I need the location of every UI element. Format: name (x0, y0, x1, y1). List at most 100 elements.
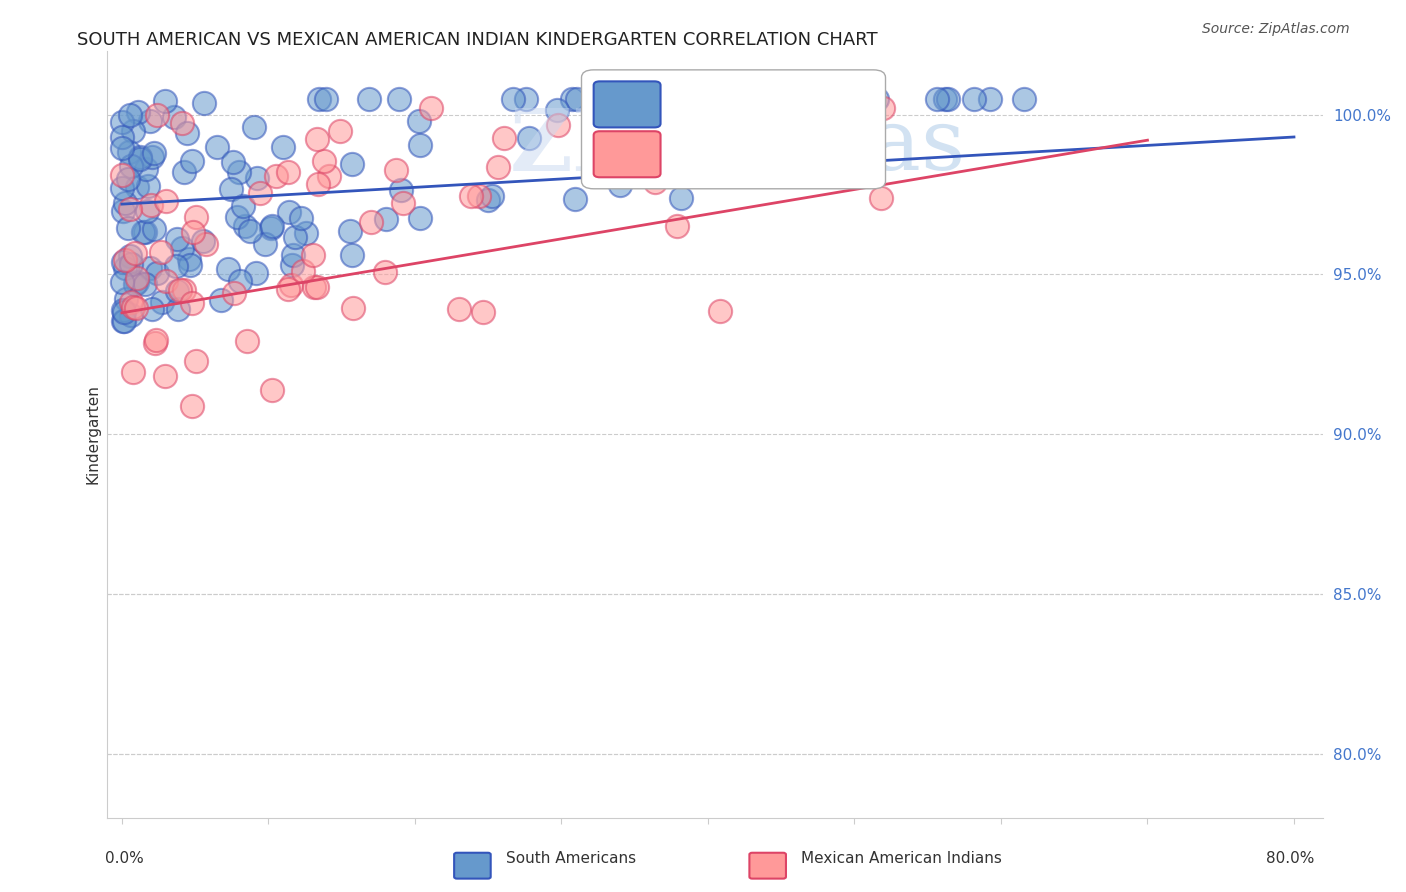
South Americans (118, 145, 141, 159)
Mexican American Indians (114, 253, 136, 268)
South Americans (374, 212, 396, 227)
Mexican American Indians (125, 270, 148, 285)
Mexican American Indians (125, 301, 148, 315)
South Americans (979, 92, 1001, 106)
South Americans (111, 181, 134, 195)
South Americans (153, 94, 176, 108)
FancyBboxPatch shape (593, 81, 661, 128)
South Americans (127, 179, 149, 194)
Mexican American Indians (143, 335, 166, 350)
South Americans (114, 261, 136, 276)
South Americans (205, 139, 228, 153)
South Americans (217, 262, 239, 277)
South Americans (340, 157, 363, 171)
Text: 0.0%: 0.0% (105, 852, 145, 866)
Mexican American Indians (264, 169, 287, 184)
South Americans (235, 219, 257, 234)
Mexican American Indians (292, 264, 315, 278)
Mexican American Indians (468, 189, 491, 203)
FancyBboxPatch shape (593, 131, 661, 178)
Mexican American Indians (180, 296, 202, 310)
South Americans (963, 92, 986, 106)
Mexican American Indians (169, 283, 191, 297)
South Americans (295, 227, 318, 241)
Mexican American Indians (180, 400, 202, 414)
South Americans (226, 211, 249, 225)
Mexican American Indians (121, 300, 143, 314)
Mexican American Indians (139, 198, 162, 212)
South Americans (409, 138, 432, 153)
South Americans (167, 301, 190, 316)
Text: Source: ZipAtlas.com: Source: ZipAtlas.com (1202, 22, 1350, 37)
Text: SOUTH AMERICAN VS MEXICAN AMERICAN INDIAN KINDERGARTEN CORRELATION CHART: SOUTH AMERICAN VS MEXICAN AMERICAN INDIA… (77, 31, 877, 49)
Mexican American Indians (186, 210, 208, 224)
South Americans (112, 303, 135, 318)
South Americans (938, 92, 960, 106)
South Americans (609, 178, 631, 193)
Mexican American Indians (666, 219, 689, 234)
South Americans (163, 110, 186, 124)
Mexican American Indians (870, 191, 893, 205)
South Americans (129, 150, 152, 164)
South Americans (191, 235, 214, 249)
South Americans (111, 255, 134, 269)
South Americans (228, 274, 250, 288)
South Americans (866, 92, 889, 106)
Mexican American Indians (312, 153, 335, 168)
Mexican American Indians (277, 165, 299, 179)
South Americans (112, 314, 135, 328)
South Americans (260, 219, 283, 234)
South Americans (388, 92, 411, 106)
South Americans (166, 284, 188, 298)
South Americans (172, 241, 194, 255)
South Americans (481, 189, 503, 203)
South Americans (150, 295, 173, 310)
South Americans (620, 101, 643, 115)
South Americans (502, 92, 524, 106)
Mexican American Indians (304, 280, 326, 294)
South Americans (245, 266, 267, 280)
Mexican American Indians (486, 160, 509, 174)
South Americans (165, 259, 187, 273)
South Americans (409, 211, 432, 225)
South Americans (315, 92, 337, 106)
South Americans (254, 237, 277, 252)
South Americans (260, 221, 283, 235)
South Americans (222, 155, 245, 169)
South Americans (934, 92, 956, 106)
Mexican American Indians (153, 369, 176, 384)
South Americans (340, 248, 363, 262)
South Americans (246, 171, 269, 186)
South Americans (733, 92, 755, 106)
South Americans (111, 130, 134, 145)
South Americans (564, 192, 586, 206)
South Americans (565, 92, 588, 106)
South Americans (339, 224, 361, 238)
Mexican American Indians (150, 245, 173, 260)
Mexican American Indians (374, 265, 396, 279)
South Americans (112, 314, 135, 328)
Mexican American Indians (449, 302, 471, 317)
Text: 0.183: 0.183 (672, 95, 720, 113)
Mexican American Indians (471, 305, 494, 319)
South Americans (141, 302, 163, 317)
Mexican American Indians (872, 101, 894, 115)
South Americans (134, 225, 156, 239)
South Americans (359, 92, 381, 106)
Mexican American Indians (155, 274, 177, 288)
South Americans (239, 223, 262, 237)
South Americans (177, 252, 200, 266)
South Americans (111, 115, 134, 129)
Text: R =: R = (637, 145, 672, 163)
South Americans (273, 140, 295, 154)
South Americans (181, 154, 204, 169)
South Americans (111, 275, 134, 289)
South Americans (142, 146, 165, 161)
Text: 0.271: 0.271 (672, 145, 720, 163)
Text: N =: N = (787, 95, 825, 113)
Mexican American Indians (305, 280, 328, 294)
South Americans (111, 141, 134, 155)
South Americans (136, 178, 159, 193)
South Americans (121, 123, 143, 137)
Text: 80.0%: 80.0% (1267, 852, 1315, 866)
